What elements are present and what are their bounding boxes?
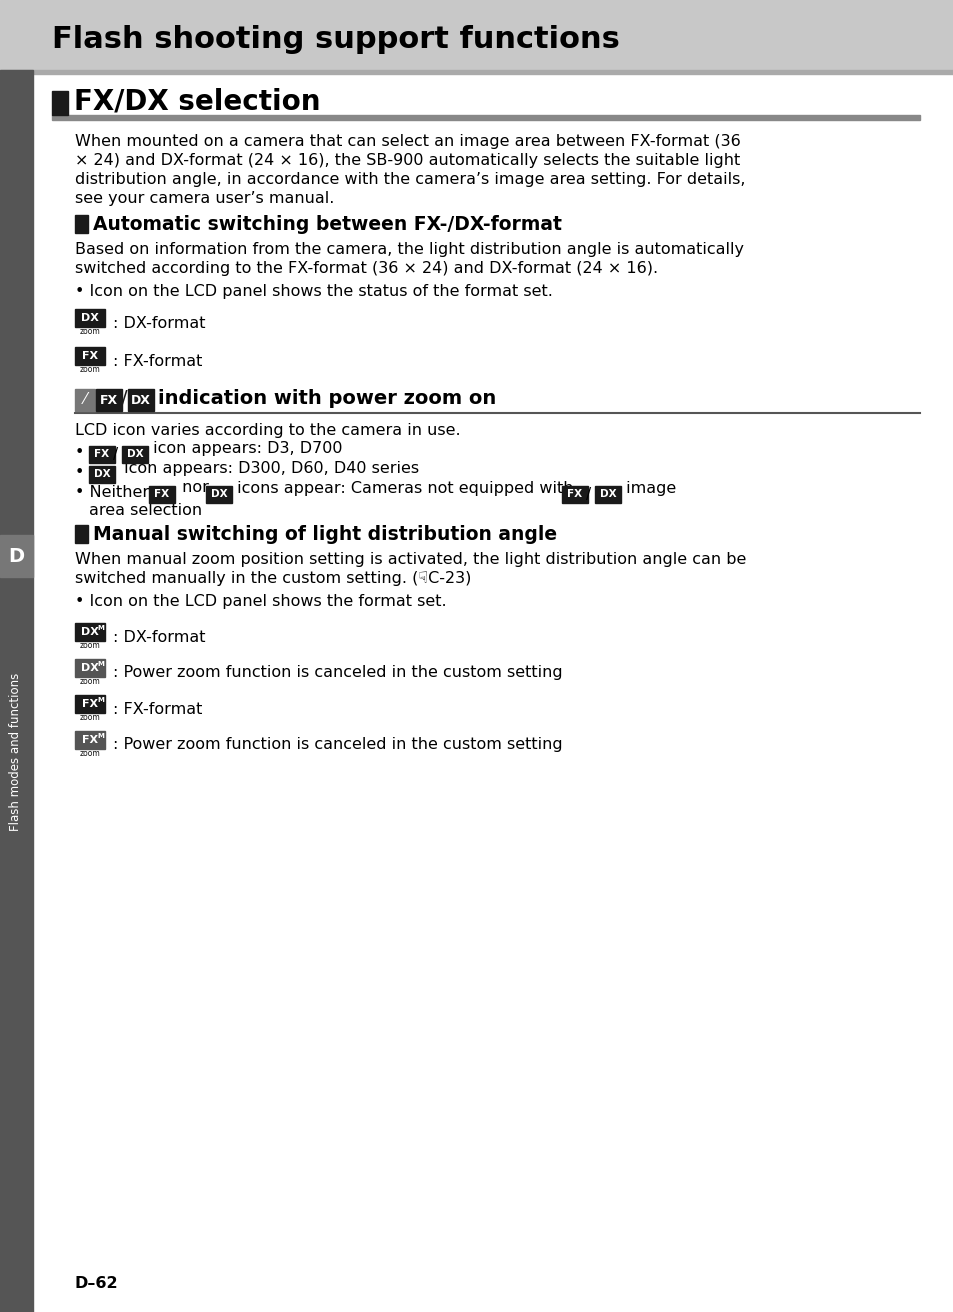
- Bar: [0, 0, 953, 70]
- Bar: [75, 215, 88, 234]
- Text: When manual zoom position setting is activated, the light distribution angle can: When manual zoom position setting is act…: [75, 552, 745, 567]
- Text: DX: DX: [211, 489, 227, 499]
- Bar: [149, 485, 174, 502]
- Bar: [96, 388, 122, 411]
- Text: FX: FX: [154, 489, 170, 499]
- Text: DX: DX: [127, 449, 143, 459]
- Text: indication with power zoom on: indication with power zoom on: [158, 390, 496, 408]
- Bar: [122, 446, 148, 463]
- Text: DX: DX: [81, 663, 99, 673]
- Text: M: M: [97, 697, 104, 703]
- Text: switched manually in the custom setting. (☟C-23): switched manually in the custom setting.…: [75, 571, 471, 586]
- Text: Flash modes and functions: Flash modes and functions: [10, 673, 23, 830]
- Text: DX: DX: [599, 489, 616, 499]
- Bar: [595, 485, 620, 502]
- Text: DX: DX: [81, 627, 99, 638]
- Text: see your camera user’s manual.: see your camera user’s manual.: [75, 192, 334, 206]
- Text: : FX-format: : FX-format: [112, 702, 202, 716]
- Text: zoom: zoom: [79, 714, 100, 723]
- Bar: [75, 346, 105, 365]
- Text: DX: DX: [93, 468, 111, 479]
- Bar: [128, 388, 153, 411]
- Text: •: •: [75, 445, 84, 461]
- Text: M: M: [97, 661, 104, 666]
- Text: M: M: [97, 733, 104, 739]
- Bar: [561, 485, 587, 502]
- Bar: [75, 731, 105, 749]
- Text: : DX-format: : DX-format: [112, 315, 205, 331]
- Bar: [75, 310, 105, 327]
- Text: area selection: area selection: [89, 502, 202, 518]
- Text: Based on information from the camera, the light distribution angle is automatica: Based on information from the camera, th…: [75, 241, 743, 257]
- Text: : Power zoom function is canceled in the custom setting: : Power zoom function is canceled in the…: [112, 665, 562, 681]
- Text: FX: FX: [100, 394, 118, 407]
- Text: nor: nor: [177, 480, 213, 496]
- Text: zoom: zoom: [79, 749, 100, 758]
- Text: Automatic switching between FX-/DX-format: Automatic switching between FX-/DX-forma…: [92, 214, 561, 234]
- Text: ⁄: ⁄: [84, 392, 86, 408]
- Text: icon appears: D3, D700: icon appears: D3, D700: [148, 441, 342, 455]
- Text: switched according to the FX-format (36 × 24) and DX-format (24 × 16).: switched according to the FX-format (36 …: [75, 261, 658, 276]
- Text: D: D: [8, 547, 24, 565]
- Text: •: •: [75, 464, 84, 480]
- Text: : DX-format: : DX-format: [112, 630, 205, 644]
- Bar: [0, 535, 33, 577]
- Text: • Icon on the LCD panel shows the status of the format set.: • Icon on the LCD panel shows the status…: [75, 283, 553, 299]
- Text: image: image: [620, 480, 676, 496]
- Text: D–62: D–62: [75, 1277, 118, 1291]
- Bar: [89, 466, 115, 483]
- Bar: [89, 446, 115, 463]
- Text: Flash shooting support functions: Flash shooting support functions: [52, 25, 619, 54]
- Text: zoom: zoom: [79, 642, 100, 651]
- Text: FX: FX: [82, 699, 98, 708]
- Bar: [52, 91, 68, 115]
- Text: FX: FX: [94, 449, 110, 459]
- Text: distribution angle, in accordance with the camera’s image area setting. For deta: distribution angle, in accordance with t…: [75, 172, 744, 188]
- Text: zoom: zoom: [79, 328, 100, 336]
- Text: : FX-format: : FX-format: [112, 353, 202, 369]
- Bar: [75, 659, 105, 677]
- Text: × 24) and DX-format (24 × 16), the SB-900 automatically selects the suitable lig: × 24) and DX-format (24 × 16), the SB-90…: [75, 154, 740, 168]
- Text: : Power zoom function is canceled in the custom setting: : Power zoom function is canceled in the…: [112, 737, 562, 753]
- Text: Manual switching of light distribution angle: Manual switching of light distribution a…: [92, 525, 557, 543]
- Text: M: M: [97, 625, 104, 631]
- Text: LCD icon varies according to the camera in use.: LCD icon varies according to the camera …: [75, 422, 460, 438]
- Text: zoom: zoom: [79, 366, 100, 374]
- Text: /: /: [121, 390, 127, 408]
- Bar: [75, 525, 88, 543]
- Text: /: /: [113, 446, 118, 462]
- Text: icon appears: D300, D60, D40 series: icon appears: D300, D60, D40 series: [119, 461, 418, 475]
- Text: FX: FX: [567, 489, 582, 499]
- Text: icons appear: Cameras not equipped with: icons appear: Cameras not equipped with: [232, 480, 578, 496]
- Bar: [0, 70, 953, 73]
- Bar: [206, 485, 232, 502]
- Text: /: /: [586, 487, 591, 501]
- Text: • Icon on the LCD panel shows the format set.: • Icon on the LCD panel shows the format…: [75, 594, 446, 609]
- Text: zoom: zoom: [79, 677, 100, 686]
- Text: FX/DX selection: FX/DX selection: [74, 88, 320, 115]
- Bar: [52, 115, 919, 119]
- Text: DX: DX: [131, 394, 151, 407]
- Bar: [75, 695, 105, 712]
- Bar: [75, 623, 105, 642]
- Bar: [75, 388, 95, 411]
- Bar: [0, 70, 33, 1312]
- Text: FX: FX: [82, 735, 98, 745]
- Text: DX: DX: [81, 314, 99, 323]
- Text: • Neither: • Neither: [75, 485, 154, 500]
- Text: FX: FX: [82, 352, 98, 361]
- Text: When mounted on a camera that can select an image area between FX-format (36: When mounted on a camera that can select…: [75, 134, 740, 150]
